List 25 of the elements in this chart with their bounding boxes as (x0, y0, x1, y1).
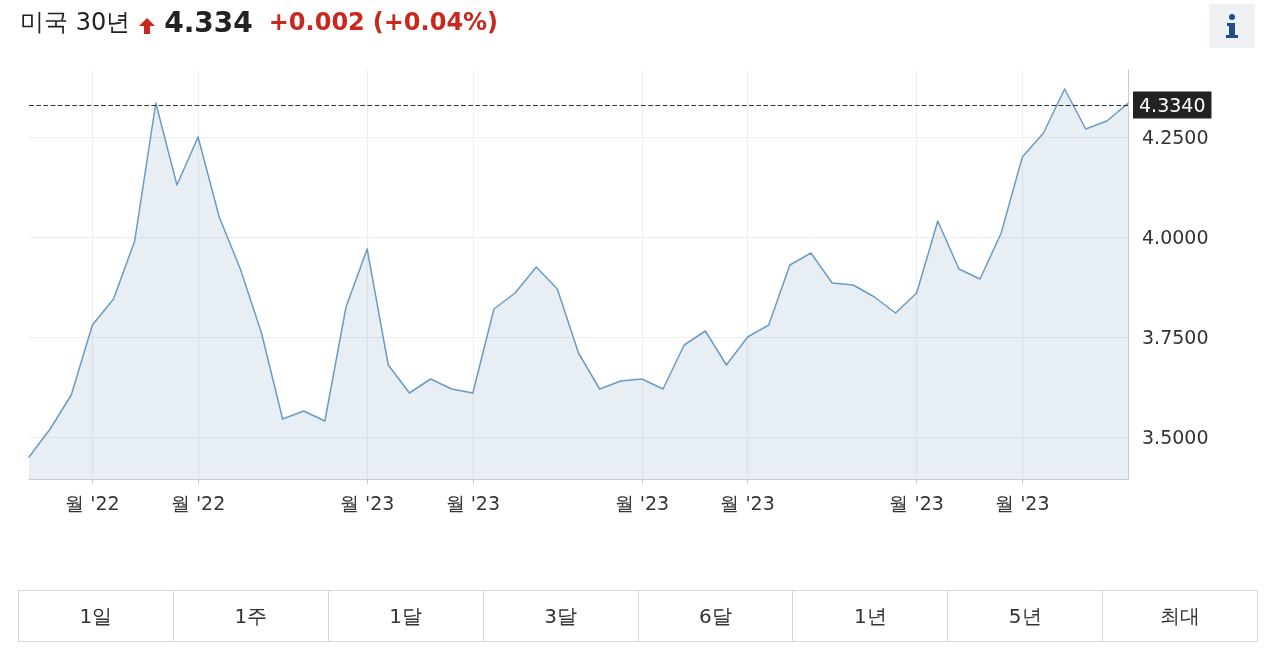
x-tick-label: 월 '23 (720, 491, 775, 514)
y-tick-label: 3.7500 (1142, 326, 1209, 348)
x-tick-label: 월 '22 (65, 491, 120, 514)
text: 3달 (483, 591, 639, 641)
text: 1년 (793, 591, 949, 641)
ref-line-label: 4.3340 (1139, 94, 1206, 116)
x-tick-label: 월 '23 (445, 491, 501, 514)
x-tick-label: 월 '23 (614, 491, 670, 514)
y-tick-label: 4.2500 (1142, 126, 1209, 148)
text: 1주 (173, 591, 329, 641)
y-tick-label: 3.5000 (1142, 426, 1209, 448)
x-tick-label: 월 '23 (339, 491, 395, 514)
x-tick-label: 월 '23 (995, 491, 1050, 514)
x-tick-label: 월 '22 (170, 491, 226, 514)
text: 1달 (328, 591, 484, 641)
y-tick-label: 4.0000 (1142, 226, 1209, 248)
text: (+0.04%) (372, 8, 499, 36)
x-tick-label: 월 '23 (889, 491, 944, 514)
text: 최대 (1159, 602, 1202, 630)
text: +0.002 (268, 8, 365, 36)
chart-title: 미국 30년 (20, 7, 131, 38)
text: 6달 (638, 591, 794, 641)
text: 5년 (948, 591, 1104, 641)
text: 4.334 (164, 5, 253, 39)
text: 1일 (19, 591, 174, 641)
